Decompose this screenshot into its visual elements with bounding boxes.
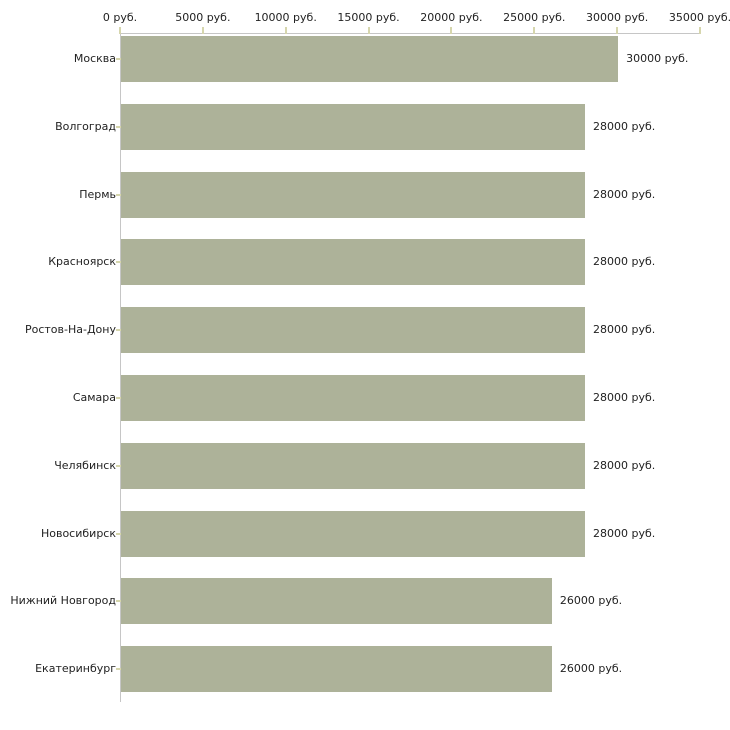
y-axis-tick [116, 58, 123, 60]
bar [121, 36, 619, 82]
x-axis-tick-label: 25000 руб. [503, 11, 566, 24]
bar [121, 307, 585, 354]
bar [121, 510, 585, 557]
category-label: Екатеринбург [35, 662, 116, 676]
bar-value-label: 28000 руб. [593, 255, 656, 269]
x-axis-tick [119, 27, 121, 34]
bar [121, 578, 552, 625]
bar [121, 375, 585, 421]
bar-value-label: 30000 руб. [626, 52, 689, 65]
bar-value-label: 28000 руб. [593, 458, 656, 472]
bar-value-label: 28000 руб. [593, 119, 656, 133]
bar-value-label: 28000 руб. [593, 526, 656, 540]
x-axis-tick [284, 27, 287, 34]
category-label: Самара [72, 391, 116, 404]
y-axis-tick [116, 261, 123, 264]
y-axis-tick [116, 329, 123, 332]
category-label: Ростов-На-Дону [24, 323, 116, 337]
x-axis-tick [533, 27, 536, 34]
x-axis-tick-label: 10000 руб. [254, 11, 317, 24]
y-axis-tick [116, 532, 123, 535]
category-label: Челябинск [54, 458, 116, 472]
category-label: Новосибирск [40, 526, 116, 540]
x-axis-tick [616, 27, 619, 34]
y-axis-tick [116, 397, 123, 399]
x-axis-tick-label: 20000 руб. [420, 11, 483, 24]
bar-value-label: 28000 руб. [593, 323, 656, 337]
bar-value-label: 28000 руб. [593, 187, 656, 201]
x-axis-tick-label: 15000 руб. [337, 11, 400, 24]
bar-value-label: 26000 руб. [559, 662, 623, 676]
category-label: Пермь [79, 187, 116, 201]
category-label: Москва [73, 52, 116, 65]
x-axis-tick [450, 27, 453, 34]
x-axis-tick-label: 5000 руб. [175, 11, 231, 24]
x-axis-tick [699, 27, 701, 34]
category-label: Нижний Новгород [10, 594, 116, 608]
x-axis-line [120, 33, 701, 34]
x-axis-tick-label: 35000 руб. [668, 11, 730, 24]
x-axis-tick-label: 0 руб. [102, 11, 138, 24]
y-axis-line [120, 33, 121, 703]
y-axis-tick [116, 125, 123, 128]
bar-value-label: 28000 руб. [593, 391, 656, 404]
bar [121, 103, 585, 150]
category-label: Красноярск [48, 255, 116, 269]
category-label: Волгоград [55, 119, 116, 133]
x-axis-tick [367, 27, 370, 34]
y-axis-tick [116, 668, 123, 671]
bar-value-label: 26000 руб. [559, 594, 623, 608]
bar [121, 442, 585, 489]
y-axis-tick [116, 600, 123, 603]
x-axis-tick-label: 30000 руб. [586, 11, 649, 24]
bar [121, 646, 552, 693]
bar [121, 239, 585, 286]
y-axis-tick [116, 193, 123, 196]
y-axis-tick [116, 464, 123, 467]
x-axis-tick [201, 27, 204, 34]
bar [121, 171, 585, 218]
